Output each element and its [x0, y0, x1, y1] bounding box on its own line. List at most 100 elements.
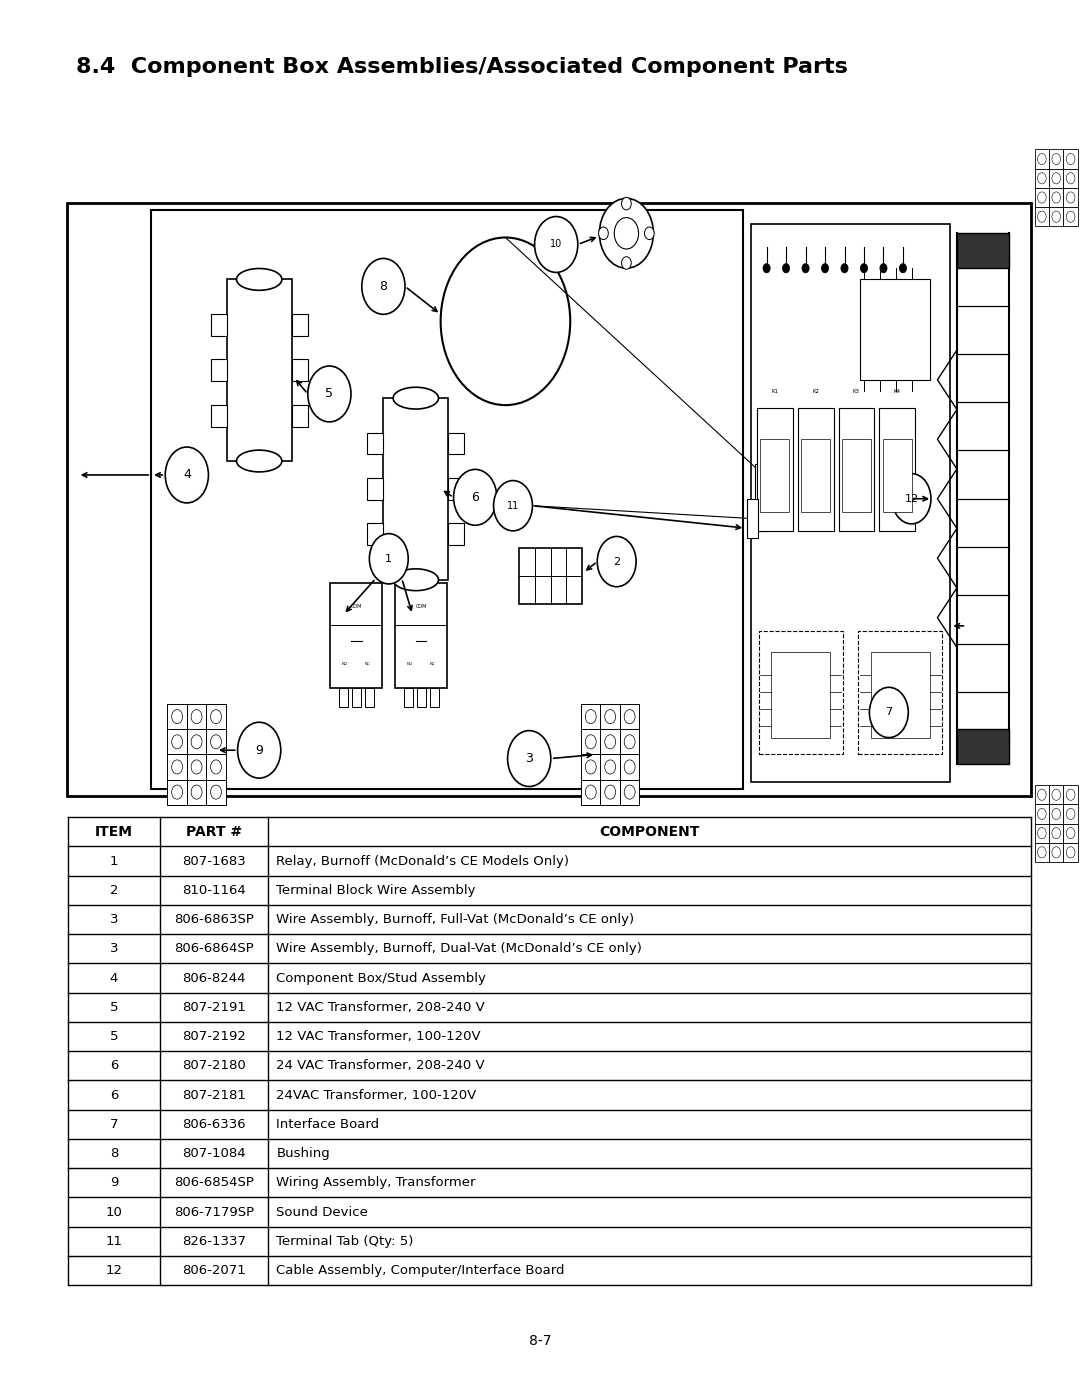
Text: 10: 10 — [106, 1206, 122, 1218]
Circle shape — [1052, 789, 1061, 800]
Bar — [757, 408, 793, 531]
Bar — [404, 687, 413, 707]
Circle shape — [1066, 154, 1075, 165]
Text: 1: 1 — [386, 553, 392, 564]
Text: 3: 3 — [110, 943, 118, 956]
Circle shape — [1066, 789, 1075, 800]
Text: 807-1683: 807-1683 — [181, 855, 246, 868]
Bar — [1035, 805, 1049, 823]
Text: NO: NO — [407, 662, 413, 666]
Bar — [383, 398, 448, 580]
Bar — [330, 584, 382, 687]
Text: 12 VAC Transformer, 208-240 V: 12 VAC Transformer, 208-240 V — [276, 1000, 485, 1014]
Bar — [1049, 842, 1064, 862]
Circle shape — [1066, 173, 1075, 184]
Text: 3: 3 — [525, 752, 534, 766]
Circle shape — [598, 228, 608, 240]
Circle shape — [822, 264, 828, 272]
Bar — [879, 408, 916, 531]
Text: 806-8244: 806-8244 — [183, 972, 245, 985]
Circle shape — [783, 264, 789, 272]
Bar — [758, 631, 842, 754]
Text: 12 VAC Transformer, 100-120V: 12 VAC Transformer, 100-120V — [276, 1030, 481, 1044]
Bar — [1049, 149, 1064, 169]
Circle shape — [585, 760, 596, 774]
Circle shape — [191, 710, 202, 724]
Text: 5: 5 — [325, 387, 334, 401]
Bar — [187, 780, 206, 805]
Circle shape — [172, 710, 183, 724]
Circle shape — [1038, 211, 1047, 222]
Text: 7: 7 — [886, 707, 892, 718]
Text: 806-7179SP: 806-7179SP — [174, 1206, 254, 1218]
Circle shape — [900, 264, 906, 272]
Bar — [600, 729, 620, 754]
Bar — [365, 687, 374, 707]
Bar — [747, 499, 758, 538]
Text: NC: NC — [430, 662, 435, 666]
Text: 24 VAC Transformer, 208-240 V: 24 VAC Transformer, 208-240 V — [276, 1059, 485, 1073]
Circle shape — [1038, 173, 1047, 184]
Circle shape — [172, 785, 183, 799]
Circle shape — [308, 366, 351, 422]
Bar — [339, 687, 348, 707]
Text: 11: 11 — [507, 500, 519, 511]
Bar — [620, 780, 639, 805]
Text: 11: 11 — [106, 1235, 122, 1248]
Text: K4: K4 — [894, 388, 901, 394]
Bar — [1035, 149, 1049, 169]
Circle shape — [762, 264, 770, 272]
Circle shape — [211, 735, 221, 749]
Bar — [187, 754, 206, 780]
Circle shape — [605, 760, 616, 774]
Bar — [206, 780, 226, 805]
Bar — [448, 524, 464, 545]
Circle shape — [535, 217, 578, 272]
Circle shape — [585, 785, 596, 799]
Text: 806-2071: 806-2071 — [181, 1264, 246, 1277]
Circle shape — [172, 760, 183, 774]
Bar — [395, 584, 447, 687]
Bar — [448, 433, 464, 454]
Bar — [1049, 169, 1064, 189]
Circle shape — [172, 735, 183, 749]
Bar — [1064, 842, 1078, 862]
Circle shape — [191, 735, 202, 749]
Circle shape — [369, 534, 408, 584]
Circle shape — [861, 264, 867, 272]
Text: 5: 5 — [110, 1000, 118, 1014]
Bar — [872, 651, 930, 738]
Text: Component Box/Stud Assembly: Component Box/Stud Assembly — [276, 972, 486, 985]
Ellipse shape — [237, 268, 282, 291]
Bar — [430, 687, 438, 707]
Bar — [1035, 785, 1049, 805]
Bar — [211, 359, 227, 381]
Circle shape — [1052, 154, 1061, 165]
Bar — [417, 687, 426, 707]
Bar — [292, 405, 308, 426]
Bar — [1049, 805, 1064, 823]
Circle shape — [597, 536, 636, 587]
Bar — [167, 704, 187, 729]
Text: Bushing: Bushing — [276, 1147, 330, 1160]
Circle shape — [622, 257, 631, 270]
Bar — [581, 780, 600, 805]
Text: 2: 2 — [613, 556, 620, 567]
Text: 6: 6 — [110, 1088, 118, 1102]
Bar — [187, 729, 206, 754]
Circle shape — [211, 760, 221, 774]
Circle shape — [802, 264, 809, 272]
Bar — [519, 548, 582, 604]
Bar — [859, 631, 943, 754]
Circle shape — [892, 474, 931, 524]
Circle shape — [624, 710, 635, 724]
Text: Wire Assembly, Burnoff, Full-Vat (McDonald’s CE only): Wire Assembly, Burnoff, Full-Vat (McDona… — [276, 914, 635, 926]
Circle shape — [1066, 191, 1075, 203]
Circle shape — [880, 264, 887, 272]
Ellipse shape — [393, 569, 438, 591]
Circle shape — [454, 469, 497, 525]
Circle shape — [1052, 847, 1061, 858]
Bar — [620, 754, 639, 780]
Bar — [1035, 169, 1049, 189]
Text: 807-1084: 807-1084 — [183, 1147, 245, 1160]
